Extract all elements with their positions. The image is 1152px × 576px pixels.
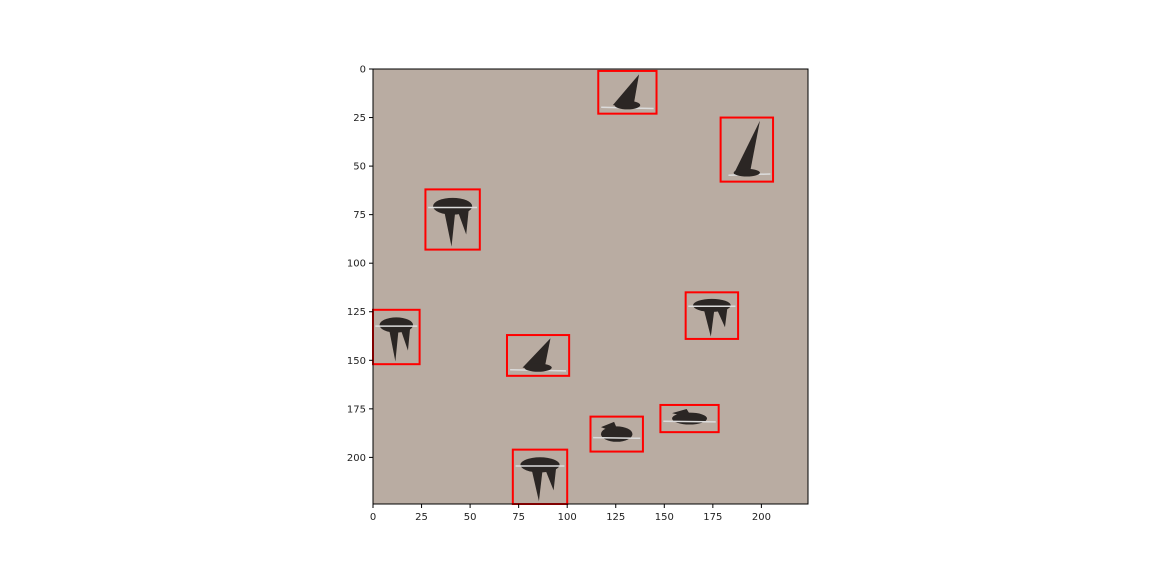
- y-tick-label-125: 125: [347, 307, 366, 318]
- y-tick-label-175: 175: [347, 404, 366, 415]
- bird-1: [601, 74, 654, 110]
- x-tick-label-200: 200: [752, 512, 771, 523]
- detection-box-7: [659, 403, 720, 434]
- y-tick-label-100: 100: [347, 259, 366, 270]
- x-tick-label-175: 175: [703, 512, 722, 523]
- x-tick-label-125: 125: [606, 512, 625, 523]
- image-plot: 0 25 50 75 100 125 150 175 200 0 25 50 75 100 125 150 17…: [347, 65, 809, 523]
- bird-8: [593, 421, 641, 442]
- x-tick-label-50: 50: [464, 512, 477, 523]
- x-tick-label-100: 100: [558, 512, 577, 523]
- detection-box-1: [597, 69, 658, 115]
- x-tick-label-25: 25: [415, 512, 428, 523]
- y-tick-label-50: 50: [353, 162, 366, 173]
- x-tick-label-0: 0: [370, 512, 376, 523]
- detection-box-6: [505, 334, 571, 377]
- x-tick-label-75: 75: [512, 512, 525, 523]
- y-tick-label-25: 25: [353, 113, 366, 124]
- x-tick-label-150: 150: [655, 512, 674, 523]
- bird-2: [728, 120, 771, 177]
- detection-box-2: [719, 116, 775, 183]
- y-tick-label-200: 200: [347, 453, 366, 464]
- y-tick-label-0: 0: [360, 65, 366, 76]
- detection-box-8: [589, 415, 644, 453]
- bird-7: [663, 409, 716, 425]
- bird-3: [428, 197, 478, 247]
- bird-5: [375, 317, 418, 362]
- y-tick-label-75: 75: [353, 210, 366, 221]
- bird-9: [515, 457, 565, 502]
- bird-6: [510, 338, 567, 372]
- axes-frame: [372, 68, 809, 505]
- bird-4: [688, 298, 736, 337]
- detection-box-3: [424, 188, 481, 251]
- y-tick-label-150: 150: [347, 356, 366, 367]
- detection-box-4: [684, 291, 740, 340]
